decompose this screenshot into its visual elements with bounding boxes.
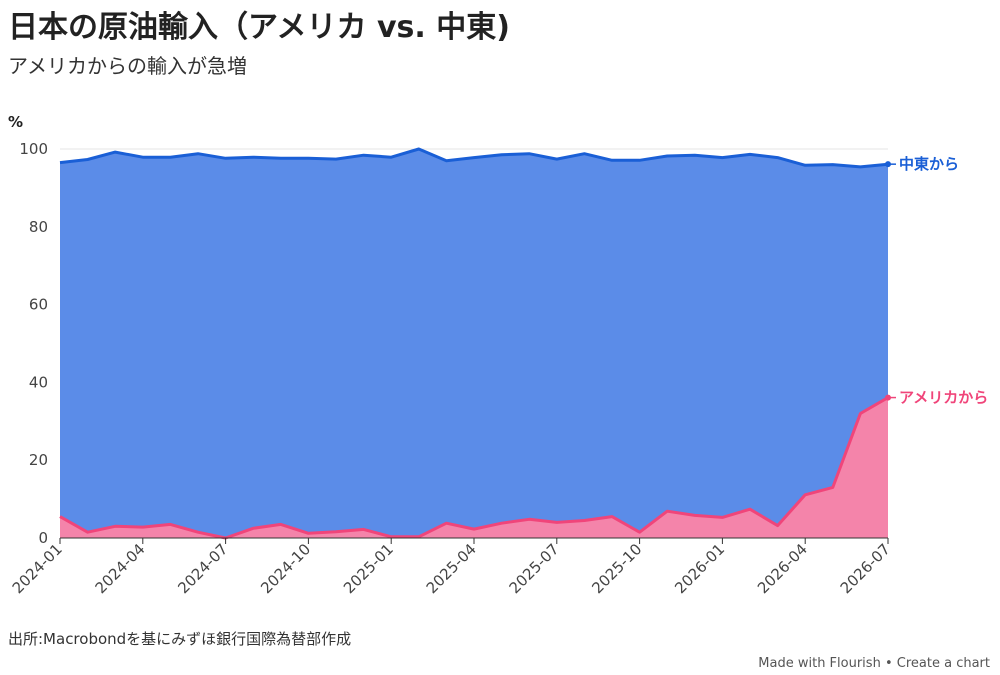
x-tick-label: 2025-10 [588, 540, 645, 597]
america-series-label: アメリカから [899, 389, 988, 407]
america-line[interactable] [59, 396, 889, 540]
middle-east-line[interactable] [59, 147, 889, 169]
x-tick-label: 2025-04 [423, 540, 480, 597]
footer-separator: • [884, 656, 893, 671]
chart-subtitle: アメリカからの輸入が急増 [8, 54, 247, 78]
y-tick-label: 100 [19, 140, 48, 158]
made-with-flourish-link[interactable]: Made with Flourish [758, 656, 881, 671]
y-tick-label: 20 [29, 451, 48, 469]
y-tick-label: 0 [38, 529, 48, 547]
x-tick-label: 2024-01 [9, 540, 66, 597]
y-tick-label: 60 [29, 296, 48, 314]
y-tick-label: 40 [29, 373, 48, 391]
x-tick-label: 2024-07 [174, 540, 231, 597]
x-tick-label: 2026-07 [837, 540, 894, 597]
middle-east-end-point[interactable] [885, 161, 891, 168]
x-tick-label: 2026-04 [754, 540, 811, 597]
footer: Made with Flourish • Create a chart [758, 656, 990, 671]
middle-east-series-label: 中東から [899, 155, 959, 173]
x-tick-label: 2024-10 [257, 540, 314, 597]
america-end-point[interactable] [885, 394, 891, 401]
x-tick-label: 2025-01 [340, 540, 397, 597]
x-tick-label: 2025-07 [506, 540, 563, 597]
y-axis-unit-label: % [8, 113, 23, 131]
create-chart-link[interactable]: Create a chart [896, 656, 990, 671]
y-tick-label: 80 [29, 218, 48, 236]
x-tick-label: 2026-01 [671, 540, 728, 597]
america-area[interactable] [60, 397, 888, 538]
x-tick-label: 2024-04 [92, 540, 149, 597]
source-note: 出所:Macrobondを基にみずほ銀行国際為替部作成 [8, 630, 352, 648]
middle-east-area[interactable] [60, 149, 888, 538]
chart-title: 日本の原油輸入（アメリカ vs. 中東) [8, 10, 510, 45]
